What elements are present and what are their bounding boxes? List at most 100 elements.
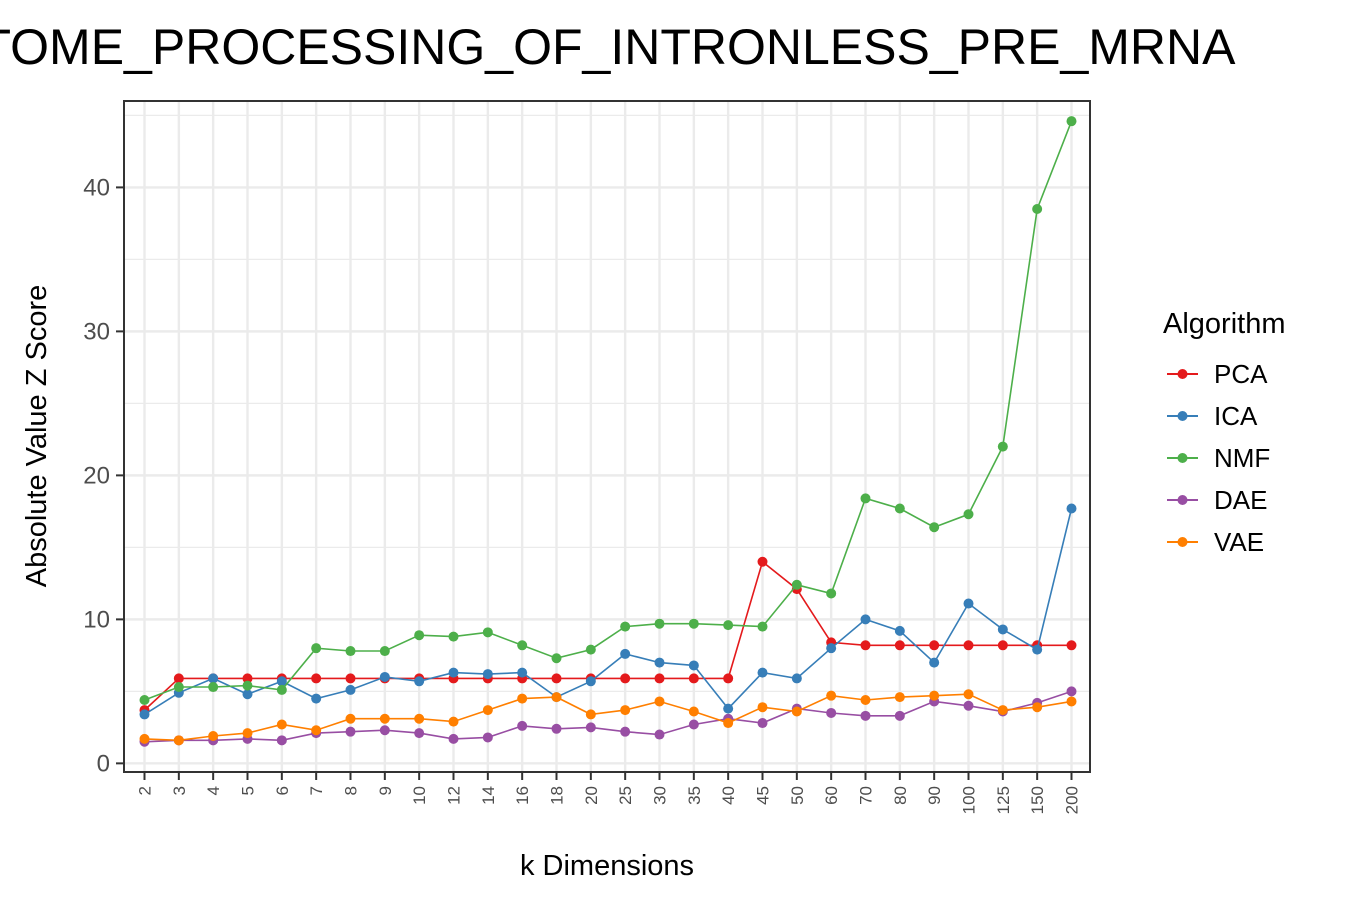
x-tick-label: 100 bbox=[960, 786, 979, 814]
x-tick-label: 14 bbox=[479, 786, 498, 805]
data-point-nmf bbox=[861, 493, 871, 503]
data-point-dae bbox=[517, 721, 527, 731]
data-point-vae bbox=[689, 707, 699, 717]
legend-key-point-pca bbox=[1178, 369, 1188, 379]
data-point-ica bbox=[208, 673, 218, 683]
data-point-pca bbox=[552, 673, 562, 683]
data-point-nmf bbox=[449, 632, 459, 642]
x-tick-label: 50 bbox=[788, 786, 807, 805]
data-point-dae bbox=[895, 711, 905, 721]
y-tick-label: 20 bbox=[83, 462, 110, 489]
x-tick-label: 20 bbox=[582, 786, 601, 805]
data-point-nmf bbox=[998, 442, 1008, 452]
data-point-nmf bbox=[483, 627, 493, 637]
y-tick-label: 40 bbox=[83, 174, 110, 201]
y-tick-label: 0 bbox=[97, 750, 110, 777]
data-point-ica bbox=[689, 660, 699, 670]
legend: Algorithm PCAICANMFDAEVAE bbox=[1163, 308, 1286, 557]
data-point-nmf bbox=[380, 646, 390, 656]
data-point-pca bbox=[346, 673, 356, 683]
data-point-ica bbox=[346, 685, 356, 695]
data-point-vae bbox=[449, 717, 459, 727]
data-point-ica bbox=[483, 669, 493, 679]
x-tick-label: 30 bbox=[651, 786, 670, 805]
data-point-ica bbox=[380, 672, 390, 682]
legend-key-point-ica bbox=[1178, 411, 1188, 421]
legend-title: Algorithm bbox=[1163, 308, 1286, 340]
data-point-ica bbox=[311, 694, 321, 704]
data-point-pca bbox=[174, 673, 184, 683]
data-point-ica bbox=[655, 658, 665, 668]
x-tick-label: 7 bbox=[307, 786, 326, 795]
data-point-ica bbox=[1032, 645, 1042, 655]
data-point-vae bbox=[826, 691, 836, 701]
data-point-dae bbox=[964, 701, 974, 711]
data-point-dae bbox=[586, 722, 596, 732]
data-point-nmf bbox=[929, 522, 939, 532]
data-point-pca bbox=[929, 640, 939, 650]
x-tick-label: 5 bbox=[239, 786, 258, 795]
chart-title: TOME_PROCESSING_OF_INTRONLESS_PRE_MRNA bbox=[0, 19, 1236, 75]
x-tick-label: 70 bbox=[857, 786, 876, 805]
data-point-nmf bbox=[758, 622, 768, 632]
data-point-pca bbox=[1067, 640, 1077, 650]
data-point-nmf bbox=[174, 682, 184, 692]
data-point-pca bbox=[655, 673, 665, 683]
data-point-dae bbox=[655, 730, 665, 740]
data-point-vae bbox=[311, 725, 321, 735]
data-point-vae bbox=[792, 707, 802, 717]
data-point-dae bbox=[826, 708, 836, 718]
data-point-ica bbox=[620, 649, 630, 659]
data-point-ica bbox=[243, 689, 253, 699]
data-point-pca bbox=[723, 673, 733, 683]
data-point-nmf bbox=[689, 619, 699, 629]
data-point-vae bbox=[346, 714, 356, 724]
data-point-vae bbox=[723, 718, 733, 728]
x-tick-label: 60 bbox=[822, 786, 841, 805]
legend-key-point-vae bbox=[1178, 537, 1188, 547]
data-point-vae bbox=[758, 702, 768, 712]
data-point-dae bbox=[689, 719, 699, 729]
data-point-pca bbox=[895, 640, 905, 650]
data-point-ica bbox=[998, 624, 1008, 634]
data-point-vae bbox=[243, 728, 253, 738]
legend-item-vae: VAE bbox=[1167, 527, 1264, 557]
legend-item-ica: ICA bbox=[1167, 401, 1258, 431]
x-tick-label: 3 bbox=[170, 786, 189, 795]
data-point-nmf bbox=[964, 509, 974, 519]
plot-background bbox=[124, 101, 1090, 772]
legend-label-vae: VAE bbox=[1214, 527, 1264, 557]
data-point-nmf bbox=[895, 503, 905, 513]
data-point-nmf bbox=[826, 588, 836, 598]
data-point-nmf bbox=[311, 643, 321, 653]
data-point-vae bbox=[208, 731, 218, 741]
y-tick-label: 10 bbox=[83, 606, 110, 633]
x-tick-label: 16 bbox=[513, 786, 532, 805]
data-point-dae bbox=[861, 711, 871, 721]
data-point-vae bbox=[140, 734, 150, 744]
data-point-ica bbox=[861, 614, 871, 624]
data-point-nmf bbox=[277, 685, 287, 695]
x-tick-label: 35 bbox=[685, 786, 704, 805]
data-point-nmf bbox=[346, 646, 356, 656]
x-tick-label: 8 bbox=[342, 786, 361, 795]
data-point-ica bbox=[140, 709, 150, 719]
legend-label-dae: DAE bbox=[1214, 485, 1267, 515]
x-tick-label: 12 bbox=[445, 786, 464, 805]
data-point-dae bbox=[758, 718, 768, 728]
data-point-nmf bbox=[1032, 204, 1042, 214]
x-tick-label: 9 bbox=[376, 786, 395, 795]
data-point-ica bbox=[758, 668, 768, 678]
x-axis-title: k Dimensions bbox=[520, 850, 694, 882]
data-point-vae bbox=[861, 695, 871, 705]
x-tick-label: 10 bbox=[410, 786, 429, 805]
data-point-vae bbox=[895, 692, 905, 702]
data-point-nmf bbox=[1067, 116, 1077, 126]
legend-label-nmf: NMF bbox=[1214, 443, 1270, 473]
data-point-dae bbox=[277, 735, 287, 745]
x-tick-label: 4 bbox=[204, 786, 223, 795]
data-point-vae bbox=[998, 705, 1008, 715]
data-point-vae bbox=[277, 719, 287, 729]
data-point-vae bbox=[483, 705, 493, 715]
x-tick-label: 80 bbox=[891, 786, 910, 805]
